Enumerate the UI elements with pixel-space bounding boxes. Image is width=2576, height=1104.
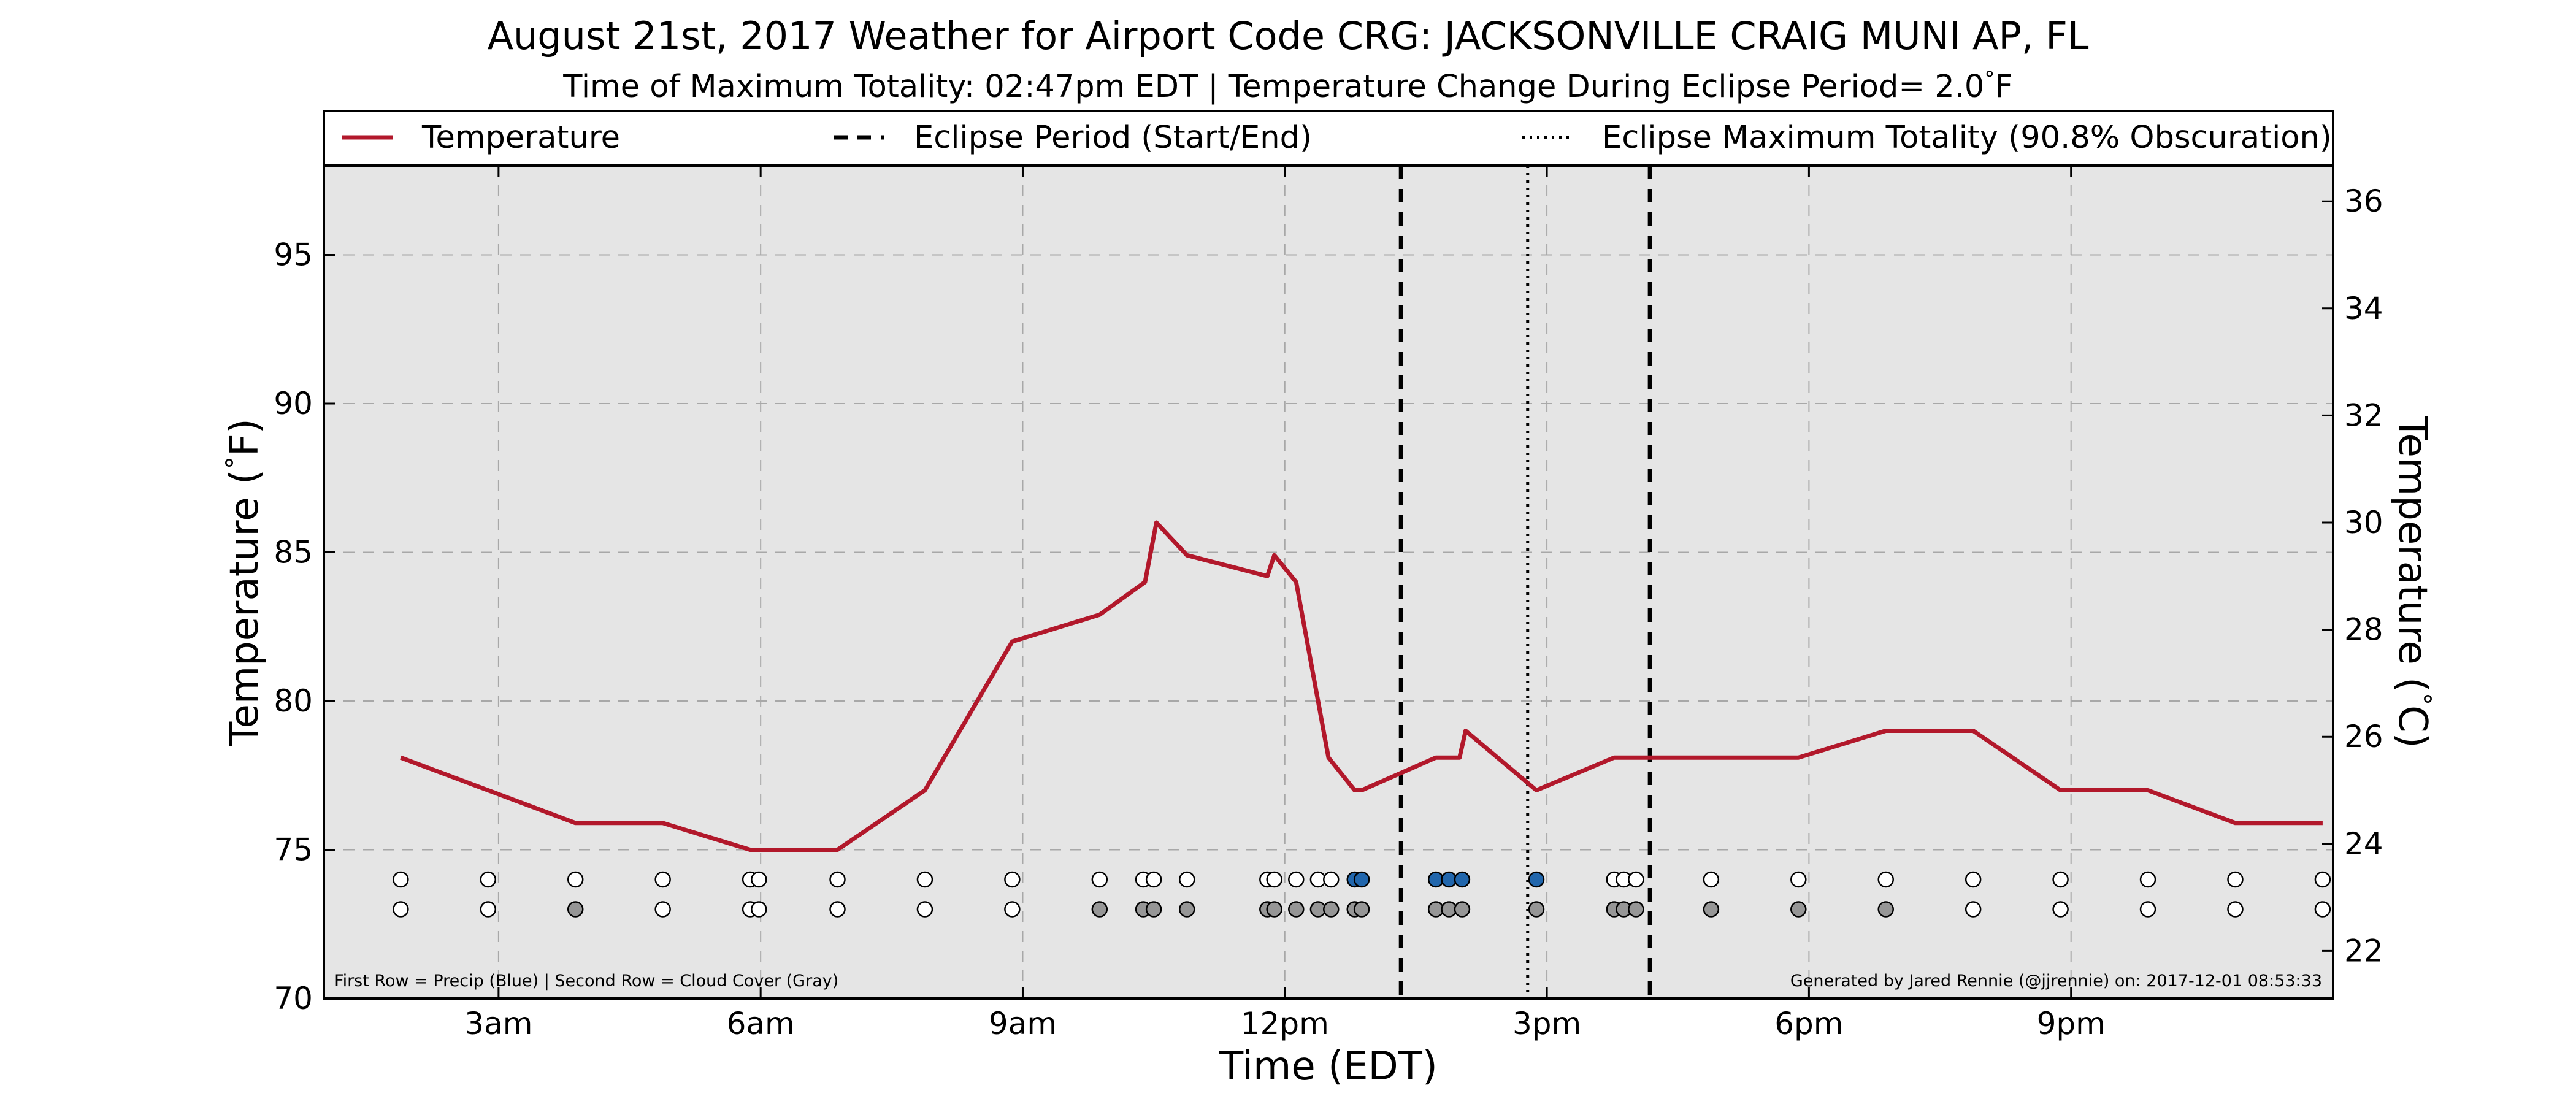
x-tick-label: 3pm [1512, 1006, 1581, 1041]
y-tick-label-right: 34 [2344, 291, 2383, 326]
x-tick-label: 9pm [2037, 1006, 2106, 1041]
precip-marker [1877, 871, 1894, 888]
legend-label-eclipse-max: Eclipse Maximum Totality (90.8% Obscurat… [1602, 120, 2332, 156]
footnote-legend-rows: First Row = Precip (Blue) | Second Row =… [334, 972, 838, 991]
x-tick-label: 6pm [1774, 1006, 1843, 1041]
cloud-marker [1353, 901, 1370, 918]
precip-marker [1288, 871, 1305, 888]
cloud-marker [567, 901, 584, 918]
cloud-marker [1628, 901, 1644, 918]
cloud-marker [1965, 901, 1982, 918]
temperature-series [400, 520, 2323, 852]
precip-marker [1179, 871, 1195, 888]
precip-marker [1454, 871, 1471, 888]
cloud-marker [1323, 901, 1340, 918]
y-tick-label-right: 30 [2344, 505, 2383, 540]
cloud-marker [2227, 901, 2244, 918]
y-tick-label-left: 95 [274, 237, 313, 273]
y-tick-label-right: 36 [2344, 183, 2383, 219]
cloud-marker [1877, 901, 1894, 918]
precip-marker [2052, 871, 2069, 888]
cloud-marker [1790, 901, 1807, 918]
x-axis-label: Time (EDT) [1219, 1044, 1438, 1089]
cloud-marker [916, 901, 933, 918]
cloud-marker [1266, 901, 1282, 918]
x-tick-label: 6am [727, 1006, 795, 1041]
precip-marker [1091, 871, 1108, 888]
legend-label-eclipse-period: Eclipse Period (Start/End) [914, 120, 1312, 156]
precip-marker [1145, 871, 1162, 888]
cloud-marker [654, 901, 671, 918]
grid-lines [324, 166, 2333, 999]
cloud-marker [829, 901, 846, 918]
cloud-marker [1004, 901, 1021, 918]
precip-marker [916, 871, 933, 888]
precip-marker [1266, 871, 1282, 888]
precip-marker [393, 871, 409, 888]
axis-ticks: 3am 6am 9am 12pm 3pm 6pm 9pm 70 75 80 85 90 95 22 24 26… [274, 166, 2383, 1041]
precip-marker [2227, 871, 2244, 888]
temperature-line [400, 520, 2323, 852]
precip-marker [567, 871, 584, 888]
cloud-marker [393, 901, 409, 918]
chart-title: August 21st, 2017 Weather for Airport Co… [488, 13, 2089, 58]
precip-marker [2314, 871, 2331, 888]
cloud-marker [2052, 901, 2069, 918]
precip-marker [1004, 871, 1021, 888]
legend: Temperature Eclipse Period (Start/End) E… [323, 110, 2334, 167]
precip-marker [751, 871, 767, 888]
y-axis-label-right: Temperature (°C) [2390, 415, 2437, 748]
cloud-marker [1179, 901, 1195, 918]
footnote-generated-by: Generated by Jared Rennie (@jjrennie) on… [1790, 972, 2322, 991]
cloud-marker [1145, 901, 1162, 918]
precip-marker [480, 871, 497, 888]
cloud-marker [1528, 901, 1545, 918]
y-tick-label-left: 70 [274, 981, 313, 1016]
cloud-marker [1703, 901, 1720, 918]
cloud-marker [480, 901, 497, 918]
eclipse-lines [1398, 166, 1652, 999]
chart-subtitle: Time of Maximum Totality: 02:47pm EDT | … [562, 67, 2012, 105]
precip-marker [1628, 871, 1644, 888]
y-tick-label-left: 85 [274, 535, 313, 570]
x-tick-label: 9am [989, 1006, 1057, 1041]
precip-marker [2139, 871, 2156, 888]
observation-markers [393, 871, 2331, 918]
precip-marker [1528, 871, 1545, 888]
y-tick-label-right: 28 [2344, 612, 2383, 648]
y-tick-label-right: 24 [2344, 826, 2383, 862]
precip-marker [829, 871, 846, 888]
cloud-marker [1454, 901, 1471, 918]
precip-marker [1703, 871, 1720, 888]
y-tick-label-right: 22 [2344, 933, 2383, 968]
y-axis-label-left: Temperature (°F) [220, 418, 267, 746]
precip-marker [1323, 871, 1340, 888]
y-tick-label-left: 90 [274, 386, 313, 421]
x-tick-label: 3am [464, 1006, 532, 1041]
cloud-marker [2314, 901, 2331, 918]
y-tick-label-right: 26 [2344, 719, 2383, 754]
cloud-marker [1091, 901, 1108, 918]
y-tick-label-left: 80 [274, 683, 313, 719]
plot-area [324, 166, 2333, 999]
precip-marker [1353, 871, 1370, 888]
y-tick-label-right: 32 [2344, 397, 2383, 433]
legend-label-temperature: Temperature [421, 120, 620, 156]
legend-frame [323, 110, 2334, 167]
x-tick-label: 12pm [1241, 1006, 1329, 1041]
y-tick-label-left: 75 [274, 832, 313, 868]
cloud-marker [2139, 901, 2156, 918]
precip-marker [654, 871, 671, 888]
precip-marker [1965, 871, 1982, 888]
cloud-marker [1288, 901, 1305, 918]
precip-marker [1790, 871, 1807, 888]
cloud-marker [751, 901, 767, 918]
